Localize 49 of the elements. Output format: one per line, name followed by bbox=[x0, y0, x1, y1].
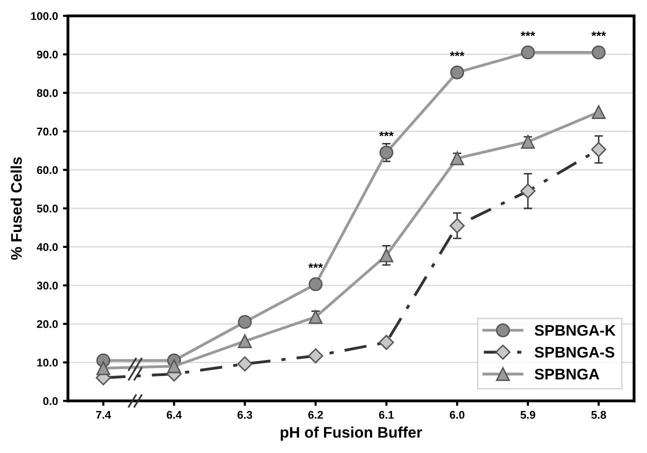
x-tick-label: 5.8 bbox=[591, 410, 606, 419]
x-tick-label: 6.3 bbox=[238, 410, 252, 419]
y-tick-label: 60.0 bbox=[36, 166, 58, 174]
legend-label: SPBNGA-K bbox=[534, 324, 616, 336]
point bbox=[378, 334, 394, 350]
y-tick-label: 20.0 bbox=[36, 320, 58, 328]
point bbox=[237, 356, 252, 372]
point bbox=[308, 277, 323, 292]
x-tick-label: 6.0 bbox=[450, 410, 464, 419]
y-tick-label: 30.0 bbox=[36, 282, 58, 290]
x-tick-label: 6.4 bbox=[166, 410, 182, 419]
x-tick-label: 7.4 bbox=[96, 411, 111, 419]
y-tick-label: 50.0 bbox=[36, 204, 58, 213]
point bbox=[96, 361, 110, 376]
annotation: *** bbox=[379, 132, 394, 136]
point bbox=[450, 151, 464, 166]
y-tick-label: 80.0 bbox=[36, 89, 58, 97]
point bbox=[238, 334, 252, 348]
y-tick-label: 0.0 bbox=[43, 397, 58, 406]
y-tick-label: 100.0 bbox=[31, 12, 58, 20]
point bbox=[520, 45, 535, 60]
x-axis-title: pH of Fusion Buffer bbox=[280, 426, 422, 441]
point bbox=[591, 142, 606, 158]
y-axis-title: % Fused Cells bbox=[10, 157, 22, 260]
point bbox=[167, 359, 182, 374]
y-tick-label: 90.0 bbox=[36, 50, 58, 58]
point bbox=[592, 105, 606, 120]
y-tick-label: 70.0 bbox=[37, 128, 58, 136]
x-tick-label: 6.2 bbox=[308, 410, 323, 419]
point bbox=[308, 310, 323, 324]
x-tick-label: 6.1 bbox=[379, 410, 394, 419]
annotation: *** bbox=[591, 32, 606, 36]
y-tick-label: 40.0 bbox=[36, 243, 58, 252]
point bbox=[450, 66, 464, 80]
point bbox=[308, 348, 324, 364]
annotation: *** bbox=[308, 263, 323, 268]
x-tick-label: 5.9 bbox=[520, 410, 536, 419]
point bbox=[592, 45, 606, 60]
legend-label: SPBNGA-S bbox=[534, 346, 614, 358]
point bbox=[450, 218, 465, 234]
y-tick-label: 10.0 bbox=[37, 358, 58, 367]
annotation: *** bbox=[450, 52, 464, 56]
point bbox=[520, 183, 536, 199]
point bbox=[379, 146, 394, 160]
point bbox=[238, 315, 252, 329]
point bbox=[520, 134, 535, 149]
point bbox=[379, 248, 394, 262]
legend-label: SPBNGA bbox=[534, 368, 600, 380]
annotation: *** bbox=[520, 32, 536, 36]
